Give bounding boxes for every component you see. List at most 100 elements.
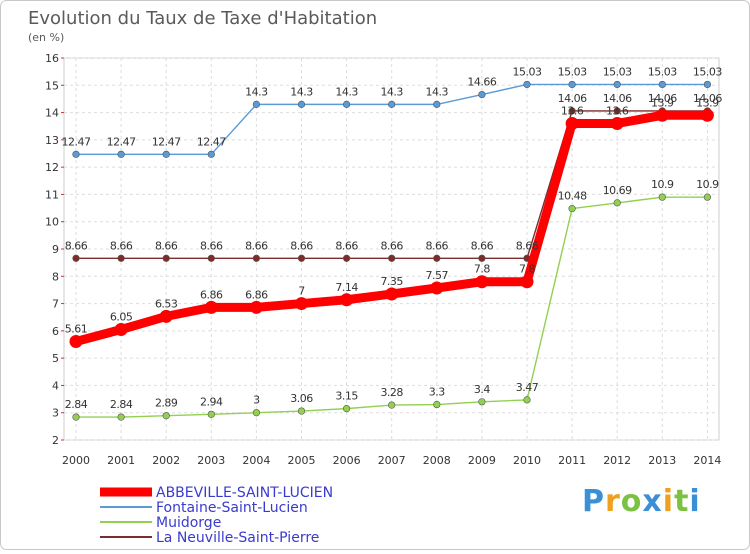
data-point [204,300,218,314]
data-label: 6.53 [155,297,178,310]
data-label: 14.06 [648,92,677,105]
data-point [343,254,351,262]
data-point [69,334,83,348]
data-label: 7 [298,285,305,298]
data-label: 15.03 [693,65,722,78]
data-point [565,116,579,130]
legend-label: La Neuville-Saint-Pierre [156,530,319,546]
data-label: 15.03 [648,65,677,78]
data-label: 6.05 [110,310,133,323]
legend-label: ABBEVILLE-SAINT-LUCIEN [156,485,333,501]
data-point [655,108,669,122]
data-label: 15.03 [558,65,587,78]
data-point [252,409,260,417]
data-point [568,80,576,89]
data-point [340,293,354,307]
data-label: 14.3 [245,85,268,98]
data-point [117,150,125,158]
data-label: 2.94 [200,395,223,408]
y-tick-label: 7 [52,298,59,311]
data-point [385,287,399,301]
data-label: 8.66 [426,239,449,252]
data-label: 7.8 [519,263,535,276]
data-point [295,297,308,311]
proxiti-logo: Proxiti [582,484,701,519]
data-point [388,100,396,108]
data-label: 15.03 [513,65,542,78]
data-point [430,281,444,295]
y-tick-label: 10 [45,216,59,229]
legend-label: Fontaine-Saint-Lucien [156,500,308,516]
x-tick-label: 2011 [558,454,586,467]
data-point [568,205,576,213]
x-tick-label: 2007 [378,454,406,467]
y-tick-label: 14 [45,107,59,120]
brand-letter: r [605,484,621,519]
data-point [343,405,351,413]
data-point [613,107,621,115]
data-point [297,100,306,108]
data-label: 2.84 [110,398,133,411]
data-label: 8.66 [516,239,539,252]
data-point [162,254,170,262]
data-label: 3 [253,394,260,407]
data-point [207,150,215,158]
x-tick-label: 2001 [107,454,135,467]
y-tick-label: 8 [52,270,59,283]
data-point [478,254,486,262]
data-label: 13.9 [696,96,719,109]
x-tick-label: 2014 [693,454,721,467]
data-point [523,80,531,89]
x-tick-label: 2003 [197,454,225,467]
data-label: 5.61 [65,322,88,335]
data-label: 8.66 [335,239,358,252]
data-point [162,150,170,158]
data-label: 8.66 [155,239,178,252]
data-point [703,193,712,201]
data-label: 8.66 [245,239,268,252]
data-label: 3.28 [380,386,403,399]
x-tick-label: 2005 [288,454,316,467]
brand-letter: i [662,484,675,519]
data-label: 13.6 [561,104,584,117]
x-tick-label: 2008 [423,454,451,467]
data-label: 7.57 [426,269,449,282]
data-point [72,413,80,421]
data-point [658,80,666,89]
data-label: 14.3 [290,85,313,98]
y-tick-label: 13 [45,134,59,147]
data-point [117,254,125,262]
data-point [159,309,173,323]
data-label: 8.66 [65,239,88,252]
data-label: 14.06 [558,92,587,105]
x-tick-label: 2004 [242,454,270,467]
data-label: 12.47 [107,135,136,148]
y-tick-label: 2 [52,434,59,447]
data-point [252,100,260,108]
data-label: 8.66 [290,239,313,252]
data-label: 7.14 [335,281,358,294]
data-point [117,413,125,421]
data-point [72,150,80,158]
data-label: 7.35 [380,275,403,288]
data-point [520,275,534,289]
data-point [207,254,215,262]
y-tick-label: 16 [45,52,59,65]
data-point [249,300,263,314]
data-point [433,100,441,108]
data-point [613,199,621,207]
y-tick-label: 15 [45,79,59,92]
y-tick-label: 3 [52,407,59,420]
chart-title: Evolution du Taux de Taxe d'Habitation [28,8,377,29]
data-point [700,108,714,122]
data-label: 8.66 [200,239,223,252]
data-point [207,410,215,418]
data-label: 14.3 [335,85,358,98]
data-label: 14.06 [693,92,722,105]
data-label: 3.06 [290,392,313,405]
data-label: 10.9 [651,178,674,191]
brand-letter: i [689,484,701,519]
data-label: 12.47 [152,135,181,148]
